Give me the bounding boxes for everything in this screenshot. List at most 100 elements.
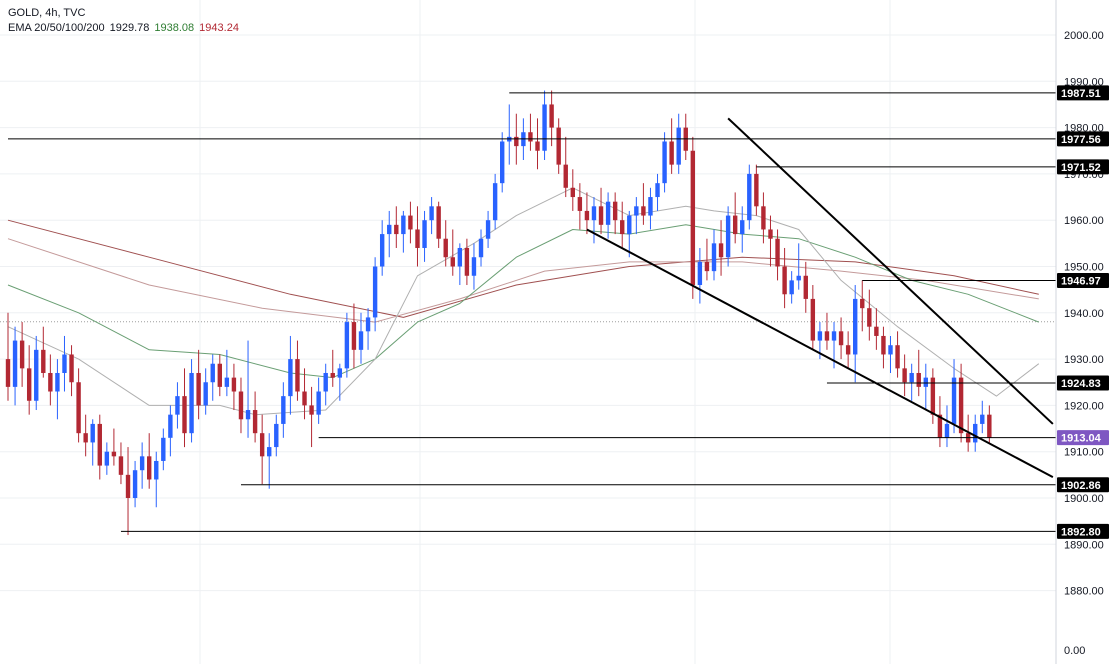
candle-body: [930, 377, 936, 415]
candle-body: [337, 368, 343, 378]
candle-body: [485, 220, 491, 239]
candle-body: [916, 372, 921, 387]
candle-body: [690, 150, 696, 286]
y-tick-label: 1920.00: [1064, 400, 1104, 412]
candle-body: [958, 377, 964, 434]
candle-body: [139, 456, 145, 471]
candle-body: [154, 460, 159, 480]
level-price-tag: 1987.51: [1061, 88, 1101, 100]
y-tick-label: 1930.00: [1064, 354, 1104, 366]
candle-body: [415, 229, 420, 248]
candle-body: [429, 206, 434, 221]
y-tick-label: 1960.00: [1064, 215, 1104, 227]
candle-body: [203, 382, 208, 406]
candle-body: [909, 372, 914, 383]
candle-body: [394, 224, 399, 235]
level-price-tag: 1902.86: [1061, 480, 1101, 492]
candle-body: [231, 377, 237, 392]
level-price-tag-bg: [1057, 131, 1109, 147]
candle-body: [309, 405, 314, 415]
candle-body: [725, 215, 731, 258]
candle-body: [549, 104, 554, 128]
level-price-tag-bg: [1057, 159, 1109, 175]
candle-body: [789, 280, 794, 295]
candle-body: [351, 322, 357, 350]
candle-body: [740, 220, 745, 235]
candle-body: [796, 275, 801, 281]
candle-body: [478, 238, 484, 258]
candle-body: [648, 197, 653, 216]
candle-body: [401, 215, 406, 235]
trendlines: [586, 117, 1054, 479]
candle-body: [330, 372, 335, 378]
candle-body: [55, 372, 60, 392]
candle-body: [492, 183, 498, 221]
candle-body: [125, 474, 131, 498]
candle-body: [711, 243, 717, 272]
candle-body: [937, 414, 943, 438]
candle-body: [12, 340, 18, 387]
ema-legend: EMA 20/50/100/200 1929.78 1938.08 1943.24: [8, 21, 244, 36]
y-tick-label: 2000.00: [1064, 30, 1104, 42]
candle-body: [867, 308, 872, 327]
axis-background: [1056, 0, 1111, 664]
candle-body: [182, 396, 187, 434]
candle-body: [259, 433, 265, 457]
candle-body: [464, 247, 470, 276]
candle-body: [895, 345, 900, 369]
candle-body: [372, 266, 378, 318]
ema-lines: [7, 187, 1040, 416]
candle-body: [535, 141, 540, 151]
candle-body: [641, 206, 646, 216]
candle-body: [422, 220, 427, 248]
candle-body: [252, 410, 258, 434]
trendline: [727, 117, 1054, 425]
candle-body: [845, 345, 851, 355]
candle-body: [302, 391, 307, 406]
candle-body: [19, 340, 25, 369]
candle-body: [528, 132, 533, 142]
candle-body: [274, 423, 279, 448]
candle-body: [662, 141, 667, 184]
candle-body: [62, 354, 67, 373]
y-tick-label: 1900.00: [1064, 493, 1104, 505]
candle-body: [655, 183, 660, 198]
y-tick-label: 1940.00: [1064, 308, 1104, 320]
candle-body: [803, 275, 808, 299]
candle-body: [76, 382, 81, 434]
candle-body: [944, 423, 950, 438]
y-tick-label: 1990.00: [1064, 76, 1104, 88]
candle-body: [168, 414, 173, 438]
candle-body: [732, 215, 738, 235]
candle-body: [775, 238, 780, 267]
candle-body: [5, 359, 11, 387]
candle-body: [471, 257, 477, 276]
candle-body: [238, 391, 244, 420]
candle-body: [584, 210, 590, 221]
candle-body: [175, 396, 180, 415]
candle-body: [147, 456, 152, 480]
candle-body: [500, 141, 505, 184]
candle-body: [923, 377, 928, 387]
candle-body: [443, 238, 448, 258]
candle-body: [97, 423, 102, 466]
candle-body: [980, 414, 985, 424]
candle-body: [118, 456, 124, 475]
y-tick-label: 1880.00: [1064, 586, 1104, 598]
candle-body: [973, 423, 978, 443]
candle-body: [132, 470, 138, 498]
candle-body: [570, 187, 575, 198]
candle-body: [358, 331, 364, 350]
ema-label: EMA 20/50/100/200: [8, 22, 105, 34]
symbol-line: GOLD, 4h, TVC: [8, 7, 86, 19]
candle-body: [605, 201, 611, 225]
ema200-line: [7, 219, 1039, 318]
candle-body: [436, 206, 441, 239]
candle-body: [627, 215, 632, 235]
candle-body: [83, 433, 88, 443]
level-price-tag: 1924.83: [1061, 378, 1101, 390]
candle-body: [450, 257, 455, 267]
candle-body: [408, 215, 413, 230]
candles: [5, 90, 992, 536]
